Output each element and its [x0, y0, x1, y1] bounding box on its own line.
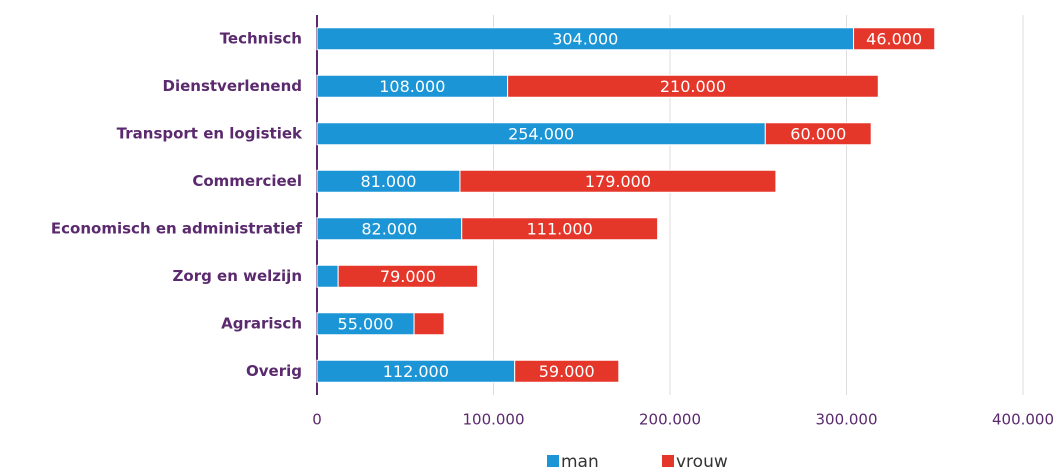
category-label: Transport en logistiek: [117, 124, 303, 142]
legend-label: vrouw: [676, 452, 728, 470]
x-tick-label: 200.000: [639, 411, 701, 429]
category-label: Technisch: [220, 29, 302, 47]
bar-segment: [316, 264, 339, 288]
category-label: Agrarisch: [221, 314, 302, 332]
bar-segment: [764, 122, 872, 146]
value-label: 59.000: [539, 362, 595, 381]
bar-segment: [853, 27, 936, 51]
value-label: 46.000: [866, 29, 922, 48]
value-label: 108.000: [379, 77, 445, 96]
value-label: 179.000: [585, 172, 651, 191]
bar-segment: [413, 312, 445, 336]
value-label: 112.000: [383, 362, 449, 381]
bar-segment: [514, 359, 620, 383]
category-label: Dienstverlenend: [163, 77, 302, 95]
value-label: 254.000: [508, 124, 574, 143]
bar-segment: [459, 169, 777, 193]
bar-segment: [507, 74, 879, 98]
value-label: 79.000: [380, 267, 436, 286]
legend-label: man: [561, 452, 599, 470]
value-label: 82.000: [361, 219, 417, 238]
legend-swatch: [662, 455, 674, 467]
x-tick-label: 100.000: [462, 411, 524, 429]
value-label: 60.000: [790, 124, 846, 143]
category-label: Zorg en welzijn: [173, 267, 302, 285]
legend-swatch: [547, 455, 559, 467]
value-label: 55.000: [338, 314, 394, 333]
value-label: 304.000: [552, 29, 618, 48]
x-tick-label: 400.000: [992, 411, 1054, 429]
value-label: 81.000: [360, 172, 416, 191]
value-label: 210.000: [660, 77, 726, 96]
value-label: 111.000: [527, 219, 593, 238]
bar-segment: [337, 264, 479, 288]
bar-segment: [461, 217, 659, 241]
x-tick-label: 300.000: [815, 411, 877, 429]
category-label: Economisch en administratief: [51, 219, 303, 237]
category-label: Commercieel: [192, 172, 302, 190]
category-label: Overig: [246, 362, 302, 380]
x-tick-label: 0: [312, 411, 322, 429]
